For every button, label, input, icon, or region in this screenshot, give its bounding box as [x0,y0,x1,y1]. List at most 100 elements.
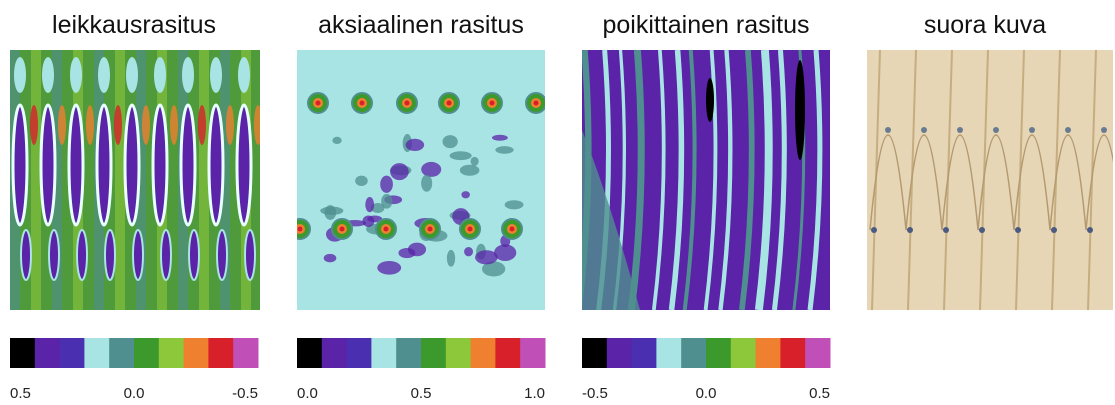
photo-mark [1015,227,1021,233]
map-blob [13,105,27,225]
map-blob [170,105,178,145]
colorbar-label: 0.5 [411,385,432,402]
photo-mark [1029,127,1035,133]
map-blob [105,230,115,280]
shear-map [10,50,262,310]
map-blob [198,105,206,145]
map-blob [14,57,26,93]
map-blob [41,105,55,225]
colorbar-segment [495,338,520,368]
map-blob [161,230,171,280]
map-blob [133,230,143,280]
map-blob [362,215,374,226]
colorbar-segment [681,338,706,368]
map-blob [464,247,473,256]
map-dot [340,227,345,232]
photo-mark [957,127,963,133]
map-blob [70,57,82,93]
photo-mark [1087,227,1093,233]
map-blob [381,194,392,209]
map-blob [492,135,508,141]
map-dot [384,227,389,232]
figure: suora kuva leikkausrasitus0.50.0-0.5aksi… [0,0,1115,405]
colorbar-segment [780,338,805,368]
colorbar-label: 0.5 [809,385,830,402]
map-blob [355,176,368,186]
map-blob [460,165,480,176]
photo-mark [1065,127,1071,133]
colorbar-segment [706,338,731,368]
panel-title: aksiaalinen rasitus [318,11,524,39]
map-blob [471,157,479,166]
map-blob [69,105,83,225]
panel-title: leikkausrasitus [52,11,216,39]
colorbar-label: -0.5 [582,385,608,402]
colorbar-segment [421,338,446,368]
map-blob [237,105,251,225]
colorbar-label: 0.0 [297,385,318,402]
colorbar-segment [656,338,681,368]
axial-map [290,50,546,310]
colorbar-segment [805,338,830,368]
map-blob [86,105,94,145]
colorbar-segment [208,338,233,368]
map-blob [475,250,498,264]
map-blob [238,57,250,93]
colorbar-segment [756,338,781,368]
colorbar-label: -0.5 [232,385,258,402]
map-blob [365,197,374,212]
map-blob [126,57,138,93]
map-dot [534,101,539,106]
colorbar-segment [731,338,756,368]
colorbar-segment [159,338,184,368]
map-dot [428,227,433,232]
map-blob [21,230,31,280]
colorbar-label: 0.5 [10,385,31,402]
map-blob [495,146,513,154]
map-dot [447,101,452,106]
map-blob [49,230,59,280]
map-blob [795,60,805,160]
colorbar-segment [446,338,471,368]
photo-mark [993,127,999,133]
map-dot [298,227,303,232]
colorbar-segment [322,338,347,368]
photo-mark [979,227,985,233]
colorbar-label: 1.0 [524,385,545,402]
map-blob [182,57,194,93]
colorbar-segment [134,338,159,368]
photo-mark [885,127,891,133]
colorbar-segment [10,338,35,368]
map-stripe [199,50,209,310]
map-stripe [31,50,41,310]
map-blob [142,105,150,145]
photo-mark [871,227,877,233]
map-blob [254,105,262,145]
map-blob [210,57,222,93]
panel-title: poikittainen rasitus [602,11,809,39]
colorbar-label: 0.0 [696,385,717,402]
photo [867,50,1115,310]
map-blob [30,105,38,145]
map-blob [58,105,66,145]
colorbar-segment [371,338,396,368]
map-blob [380,176,393,193]
map-blob [332,137,341,144]
colorbar-segment [35,338,60,368]
photo-mark [907,227,913,233]
map-dot [360,101,365,106]
photo-mark [921,127,927,133]
map-dot [316,101,321,106]
transverse-map [579,50,830,310]
map-blob [377,261,401,275]
map-blob [98,57,110,93]
colorbar-segment [84,338,109,368]
map-blob [114,105,122,145]
photo-mark [1051,227,1057,233]
colorbar-segment [347,338,372,368]
map-blob [706,78,714,122]
map-blob [421,162,441,177]
map-blob [217,230,227,280]
map-blob [181,105,195,225]
map-blob [447,250,455,267]
